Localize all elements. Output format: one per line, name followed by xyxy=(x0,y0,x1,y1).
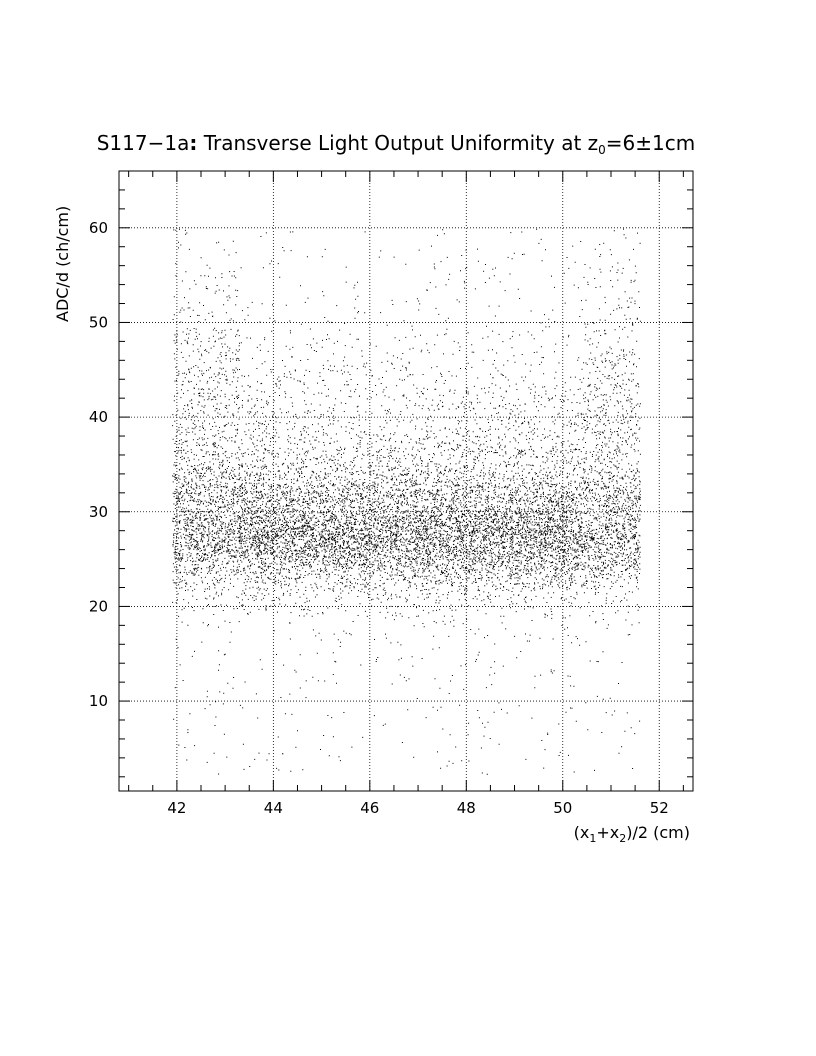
xlabel-sub1: 1 xyxy=(589,832,596,845)
y-axis-label: ADC/d (ch/cm) xyxy=(53,206,72,322)
xlabel-sub2: 2 xyxy=(619,832,626,845)
x-tick-label-52: 52 xyxy=(650,799,669,817)
title-prefix: S117−1a xyxy=(97,131,190,155)
x-axis-label: (x1+x2)/2 (cm) xyxy=(574,823,690,845)
title-colon: : xyxy=(189,131,197,155)
y-tick-label-60: 60 xyxy=(89,219,108,237)
scatter-point-cloud xyxy=(172,228,641,775)
title-subscript: 0 xyxy=(598,143,606,157)
y-tick-label-20: 20 xyxy=(89,597,108,615)
chart-title: S117−1a: Transverse Light Output Uniform… xyxy=(97,131,696,157)
xlabel-part3: )/2 (cm) xyxy=(626,823,690,842)
x-tick-label-42: 42 xyxy=(167,799,186,817)
x-tick-label-46: 46 xyxy=(360,799,379,817)
plot-frame xyxy=(118,170,694,792)
x-tick-label-44: 44 xyxy=(264,799,283,817)
y-tick-label-30: 30 xyxy=(89,503,108,521)
grid xyxy=(119,171,693,791)
y-tick-label-10: 10 xyxy=(89,692,108,710)
title-main: Transverse Light Output Uniformity at z xyxy=(197,131,598,155)
xlabel-part2: +x xyxy=(596,823,619,842)
x-tick-label-48: 48 xyxy=(457,799,476,817)
xlabel-part1: (x xyxy=(574,823,590,842)
scatter-points xyxy=(172,228,641,775)
x-tick-labels: 42 44 46 48 50 52 xyxy=(167,799,668,817)
title-suffix: =6±1cm xyxy=(606,131,695,155)
y-tick-label-50: 50 xyxy=(89,313,108,331)
axis-ticks xyxy=(119,171,693,791)
y-tick-labels: 10 20 30 40 50 60 xyxy=(89,219,108,710)
y-tick-label-40: 40 xyxy=(89,408,108,426)
x-tick-label-50: 50 xyxy=(553,799,572,817)
